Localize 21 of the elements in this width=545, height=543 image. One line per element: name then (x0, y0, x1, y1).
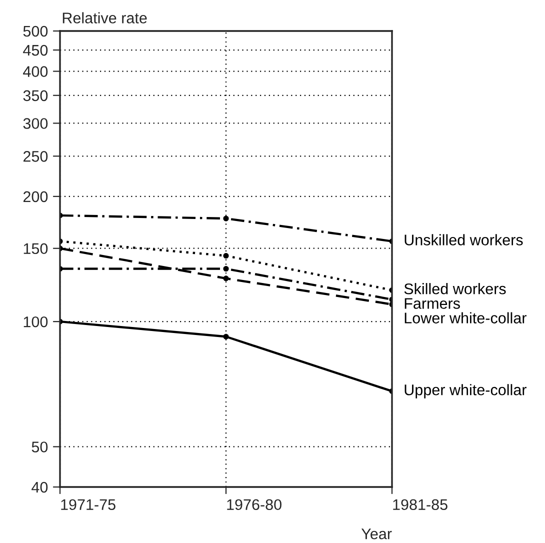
series-label: Upper white-collar (404, 384, 526, 398)
y-tick-label: 350 (23, 90, 48, 102)
series-label: Skilled workers (404, 283, 506, 294)
y-tick-label: 250 (23, 151, 48, 162)
x-axis-title: Year (361, 528, 392, 540)
y-tick-label: 450 (23, 44, 48, 56)
y-tick-label: 50 (32, 442, 48, 452)
x-tick-label: 1981-85 (393, 499, 448, 510)
y-axis-title: Relative rate (62, 12, 147, 24)
y-tick-label: 200 (23, 191, 48, 202)
y-tick-label: 400 (23, 66, 48, 77)
x-tick-label: 1976-80 (227, 499, 282, 510)
y-tick-label: 40 (32, 482, 48, 493)
series-label: Lower white-collar (404, 312, 526, 324)
y-tick-label: 500 (23, 26, 48, 37)
y-tick-label: 300 (23, 118, 48, 129)
y-tick-label: 150 (24, 243, 48, 254)
series-label: Farmers (404, 298, 460, 309)
x-tick-label: 1971-75 (61, 499, 116, 510)
y-tick-label: 100 (24, 316, 48, 328)
series-label: Unskilled workers (404, 234, 523, 246)
